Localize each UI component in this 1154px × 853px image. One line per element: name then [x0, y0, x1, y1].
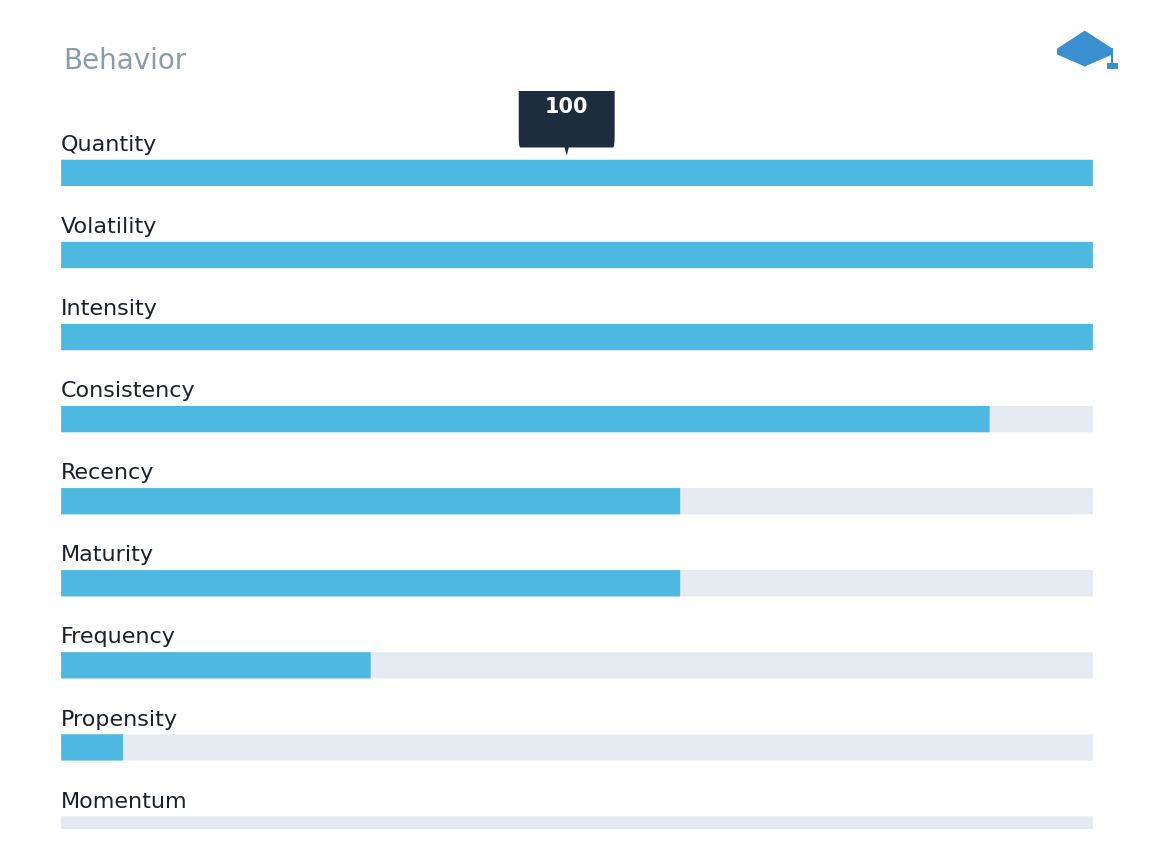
Text: Momentum: Momentum: [61, 791, 188, 810]
Text: Frequency: Frequency: [61, 627, 177, 647]
Polygon shape: [1107, 64, 1118, 70]
FancyBboxPatch shape: [61, 407, 1093, 432]
Text: Maturity: Maturity: [61, 545, 155, 565]
Text: Intensity: Intensity: [61, 299, 158, 319]
FancyBboxPatch shape: [61, 653, 1093, 679]
Polygon shape: [1085, 49, 1112, 67]
FancyBboxPatch shape: [61, 571, 680, 597]
FancyBboxPatch shape: [61, 653, 370, 679]
FancyBboxPatch shape: [61, 324, 1093, 351]
FancyBboxPatch shape: [61, 489, 680, 514]
FancyBboxPatch shape: [61, 571, 1093, 597]
Polygon shape: [1057, 49, 1085, 67]
FancyBboxPatch shape: [61, 242, 1093, 269]
FancyBboxPatch shape: [518, 67, 615, 148]
Text: Propensity: Propensity: [61, 709, 178, 728]
FancyBboxPatch shape: [61, 160, 1093, 187]
Polygon shape: [1057, 32, 1112, 67]
FancyBboxPatch shape: [61, 816, 1093, 843]
Polygon shape: [561, 132, 572, 156]
FancyBboxPatch shape: [61, 489, 1093, 514]
FancyBboxPatch shape: [61, 160, 1093, 187]
FancyBboxPatch shape: [61, 407, 990, 432]
Text: Recency: Recency: [61, 463, 155, 483]
Text: 100: 100: [545, 97, 589, 118]
FancyBboxPatch shape: [61, 242, 1093, 269]
Text: Volatility: Volatility: [61, 217, 158, 237]
FancyBboxPatch shape: [61, 734, 1093, 761]
FancyBboxPatch shape: [61, 734, 123, 761]
Text: Behavior: Behavior: [63, 47, 187, 75]
FancyBboxPatch shape: [61, 324, 1093, 351]
Text: Quantity: Quantity: [61, 135, 157, 155]
Text: Consistency: Consistency: [61, 380, 196, 401]
